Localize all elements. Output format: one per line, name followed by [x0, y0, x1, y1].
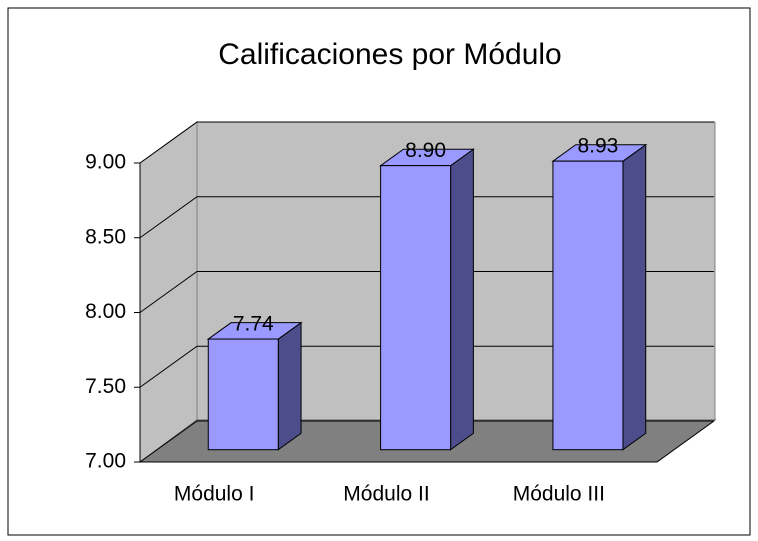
bar: [552, 160, 624, 451]
grid-line: [139, 345, 714, 388]
y-tick-label: 7.00: [85, 450, 126, 473]
data-label: 8.93: [577, 135, 618, 158]
chart-title: Calificaciones por Módulo: [218, 38, 562, 71]
y-tick-label: 7.50: [85, 375, 126, 398]
x-tick-label: Módulo I: [174, 483, 255, 506]
bar-side: [622, 143, 647, 451]
bar: [380, 165, 452, 451]
y-tick-label: 8.00: [85, 300, 126, 323]
x-tick-label: Módulo III: [513, 483, 605, 506]
x-tick-label: Módulo II: [343, 483, 429, 506]
grid-line: [139, 271, 714, 313]
grid-line: [139, 196, 714, 239]
x-axis-depth: [656, 420, 715, 463]
grid-line: [139, 420, 714, 463]
bar: [207, 338, 279, 451]
y-tick-label: 9.00: [85, 151, 126, 174]
data-label: 7.74: [233, 313, 274, 336]
grid-line: [139, 121, 714, 164]
data-label: 8.90: [405, 139, 446, 162]
bar-side: [277, 321, 302, 451]
bar-side: [450, 148, 474, 451]
y-tick-label: 8.50: [85, 225, 126, 248]
